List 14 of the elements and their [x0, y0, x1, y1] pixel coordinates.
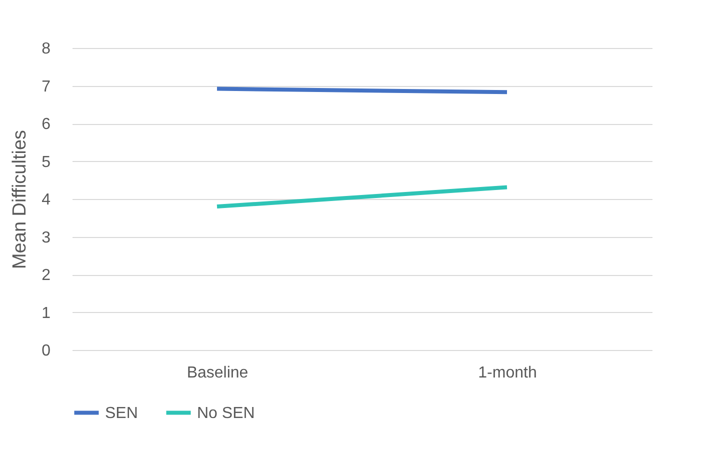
y-tick-label: 5 — [42, 154, 51, 171]
legend-label: No SEN — [197, 404, 255, 422]
y-tick-label: 2 — [42, 267, 51, 284]
legend-label: SEN — [105, 404, 138, 422]
x-tick-label: 1-month — [478, 364, 537, 382]
y-tick-label: 1 — [42, 304, 51, 322]
y-tick-label: 3 — [42, 229, 51, 246]
y-tick-label: 0 — [42, 342, 51, 360]
y-tick-label: 8 — [42, 40, 51, 58]
y-axis-title: Mean Difficulties — [10, 130, 31, 270]
y-tick-label: 6 — [42, 116, 51, 133]
x-tick-label: Baseline — [186, 364, 248, 382]
y-tick-label: 7 — [42, 78, 51, 96]
y-tick-label: 4 — [42, 192, 51, 208]
